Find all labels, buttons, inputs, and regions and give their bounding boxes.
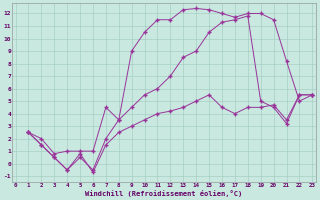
X-axis label: Windchill (Refroidissement éolien,°C): Windchill (Refroidissement éolien,°C): [85, 190, 243, 197]
